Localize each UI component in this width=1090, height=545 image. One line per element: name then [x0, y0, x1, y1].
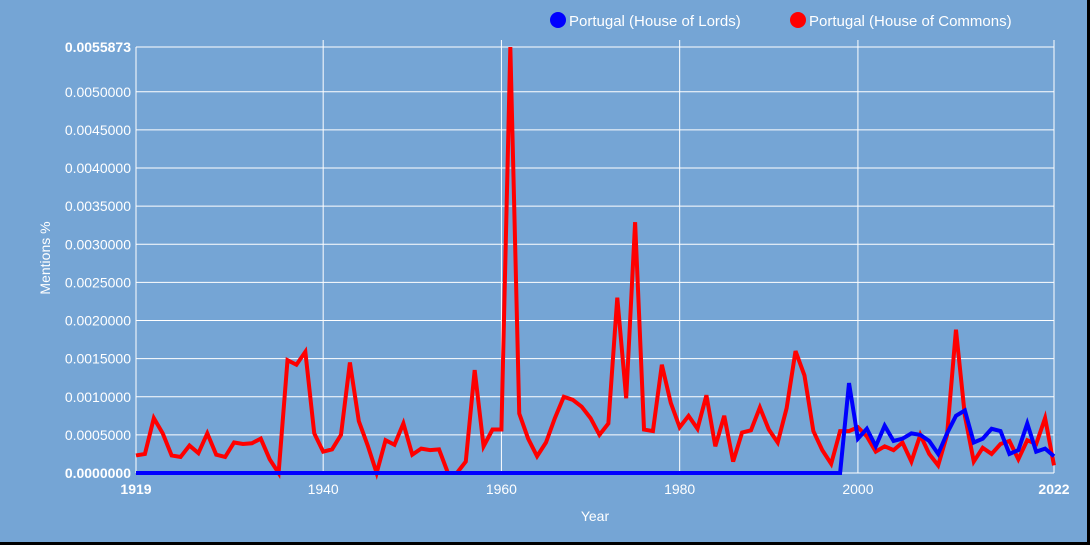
series — [135, 46, 1056, 481]
legend-swatch-icon — [790, 12, 806, 28]
series-line-1 — [135, 46, 1056, 481]
y-tick-label: 0.0005000 — [65, 427, 131, 443]
legend-swatch-icon — [550, 12, 566, 28]
x-tick-label: 2022 — [1038, 481, 1069, 497]
legend-item-1[interactable]: Portugal (House of Commons) — [790, 12, 1012, 30]
grid — [135, 40, 1055, 474]
x-tick-label: 1980 — [664, 481, 695, 497]
series-line-0 — [136, 382, 1056, 475]
y-tick-label: 0.0010000 — [65, 389, 131, 405]
y-tick-label: 0.0020000 — [65, 313, 131, 329]
legend-item-0[interactable]: Portugal (House of Lords) — [550, 12, 741, 30]
x-tick-label: 1940 — [308, 481, 339, 497]
x-tick-label: 2000 — [842, 481, 873, 497]
y-tick-label: 0.0055873 — [65, 39, 131, 55]
y-tick-label: 0.0025000 — [65, 274, 131, 290]
x-tick-label: 1919 — [120, 481, 151, 497]
legend-label: Portugal (House of Commons) — [809, 13, 1012, 30]
y-tick-label: 0.0045000 — [65, 122, 131, 138]
y-tick-label: 0.0050000 — [65, 84, 131, 100]
legend-label: Portugal (House of Lords) — [569, 13, 741, 30]
y-tick-label: 0.0015000 — [65, 351, 131, 367]
y-axis-title: Mentions % — [37, 221, 53, 294]
y-axis-ticks: 0.0000000 0.0005000 0.0010000 0.0015000 0.00… — [65, 39, 131, 481]
x-tick-label: 1960 — [486, 481, 517, 497]
y-tick-label: 0.0030000 — [65, 236, 131, 252]
x-axis-title: Year — [581, 508, 610, 524]
y-tick-label: 0.0000000 — [65, 465, 131, 481]
x-axis-ticks: 1919 1940 1960 1980 2000 2022 — [120, 481, 1069, 497]
legend[interactable]: Portugal (House of Lords) Portugal (House… — [550, 12, 1012, 30]
y-tick-label: 0.0040000 — [65, 160, 131, 176]
y-tick-label: 0.0035000 — [65, 198, 131, 214]
